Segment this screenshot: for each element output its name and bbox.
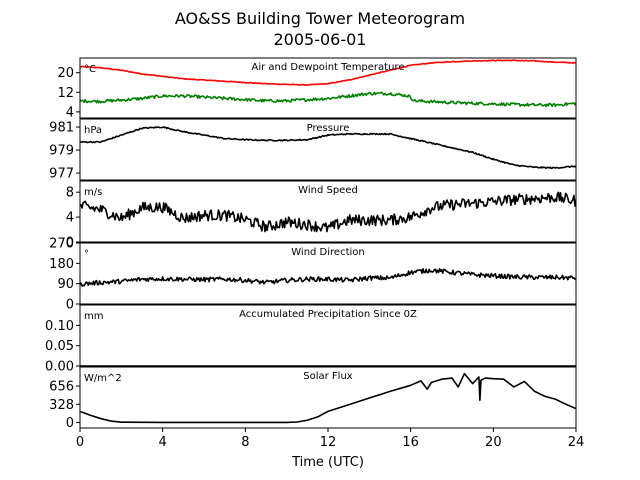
series-line-6-1 (80, 372, 576, 424)
panel-3: 0 4 8 Wind Speed m/s (66, 180, 577, 251)
y-tick-label: 0.10 (45, 319, 74, 334)
y-tick-label: 90 (57, 277, 74, 292)
x-tick-label: 8 (241, 435, 249, 450)
y-tick-label: 4 (66, 105, 74, 120)
y-tick-label: 0 (66, 416, 74, 431)
panel-5: 0.00 0.05 0.10 Accumulated Precipitation Si… (45, 304, 577, 375)
y-tick-label: 20 (57, 66, 74, 81)
panel-title: Air and Dewpoint Temperature (252, 62, 405, 73)
x-tick-label: 12 (320, 435, 337, 450)
panel-4: 0 90 180 270 Wind Direction ° (49, 237, 577, 313)
panel-frame (79, 242, 577, 305)
y-tick-label: 270 (49, 237, 74, 252)
unit-label: mm (84, 311, 103, 322)
y-tick-label: 656 (49, 380, 74, 395)
x-tick-label: 0 (76, 435, 84, 450)
x-tick-label: 16 (402, 435, 419, 450)
unit-label: W/m^2 (84, 373, 122, 384)
panel-title: Wind Direction (291, 247, 365, 258)
panel-title: Pressure (307, 123, 350, 134)
series-line-2-1 (80, 126, 576, 170)
y-tick-label: 328 (49, 398, 74, 413)
panel-frame (79, 118, 577, 181)
unit-label: °C (84, 64, 96, 75)
panel-6: 0 328 656 Solar Flux W/m^2 (49, 366, 577, 431)
panel-title: Accumulated Precipitation Since 0Z (239, 309, 417, 320)
series-line-4-1 (80, 268, 576, 287)
figure-title-line1: AO&SS Building Tower Meteorogram (175, 9, 465, 28)
series-line-1-1 (80, 59, 576, 87)
unit-label: m/s (84, 187, 102, 198)
y-tick-label: 0 (66, 298, 74, 313)
panel-2: 977 979 981 Pressure hPa (49, 118, 577, 182)
panel-1: 4 12 20 Air and Dewpoint Temperature °C (57, 57, 577, 120)
y-tick-label: 12 (57, 86, 74, 101)
panel-frame (79, 304, 577, 367)
y-tick-label: 4 (66, 211, 74, 226)
y-tick-label: 977 (49, 167, 74, 182)
x-axis-label: Time (UTC) (291, 455, 364, 470)
y-tick-label: 981 (49, 121, 74, 136)
panel-frame (79, 57, 577, 119)
x-tick-label: 4 (159, 435, 167, 450)
figure-title-line2: 2005-06-01 (274, 30, 367, 49)
series-line-1-2 (80, 91, 576, 108)
panel-frame (79, 180, 577, 243)
x-axis: 0 4 8 12 16 20 24 (76, 428, 584, 450)
x-tick-label: 24 (568, 435, 585, 450)
unit-label: hPa (84, 125, 102, 136)
y-tick-label: 8 (66, 186, 74, 201)
panel-title: Solar Flux (303, 371, 353, 382)
y-tick-label: 0.05 (45, 339, 74, 354)
unit-label: ° (84, 249, 89, 260)
y-tick-label: 0 (66, 236, 74, 251)
panel-title: Wind Speed (298, 185, 358, 196)
y-tick-label: 180 (49, 257, 74, 272)
y-tick-label: 0.00 (45, 360, 74, 375)
series-line-3-1 (80, 191, 576, 233)
x-tick-label: 20 (485, 435, 502, 450)
y-tick-label: 979 (49, 144, 74, 159)
